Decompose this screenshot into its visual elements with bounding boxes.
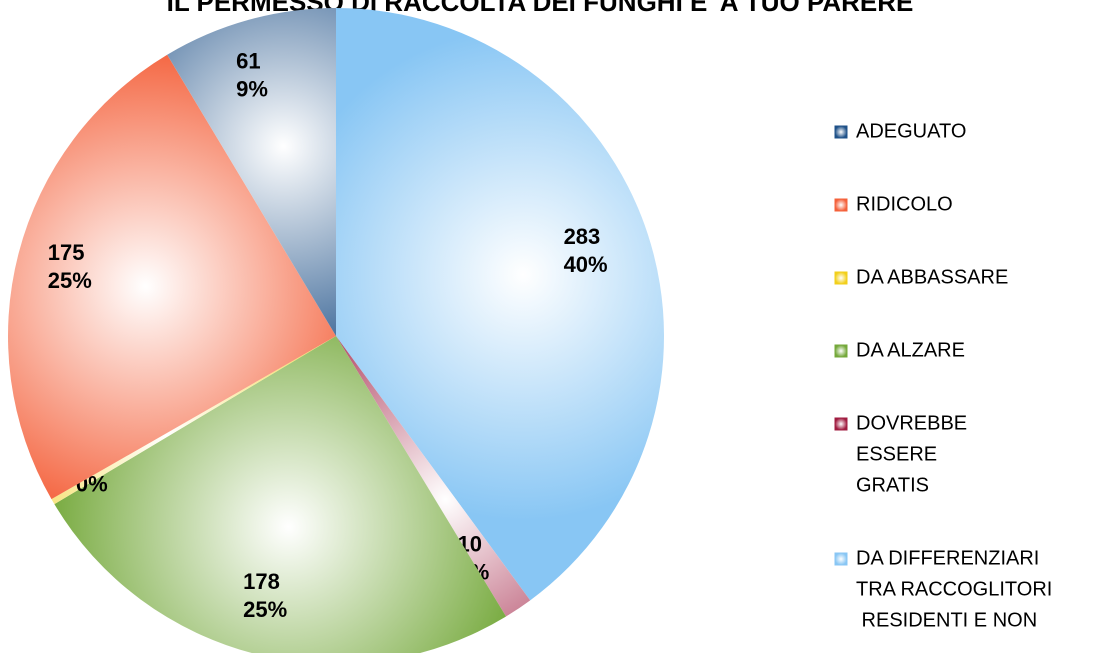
- legend-swatch: [834, 271, 848, 285]
- data-label: 283: [564, 224, 601, 249]
- legend-swatch: [834, 552, 848, 566]
- data-label: 175: [48, 240, 85, 265]
- data-label: 25%: [243, 597, 287, 622]
- data-label: 61: [236, 49, 260, 74]
- legend-swatch: [834, 125, 848, 139]
- legend-label: RIDICOLO: [856, 193, 953, 215]
- pie-slice: [336, 8, 664, 601]
- legend-label: ESSERE: [856, 443, 937, 465]
- legend-swatch: [834, 344, 848, 358]
- pie-slice: [54, 336, 507, 653]
- data-label: 25%: [48, 268, 92, 293]
- pie-slice: [167, 8, 336, 336]
- legend-label: DA ALZARE: [856, 339, 965, 361]
- legend-label: DA ABBASSARE: [856, 266, 1008, 288]
- legend-label: DA DIFFERENZIARI: [856, 547, 1039, 569]
- legend-label: ADEGUATO: [856, 120, 966, 142]
- data-label: 178: [243, 569, 280, 594]
- legend-swatch: [834, 198, 848, 212]
- legend-label: GRATIS: [856, 474, 929, 496]
- legend-label: DOVREBBE: [856, 412, 967, 434]
- data-label: 9%: [236, 77, 268, 102]
- pie-slice: [336, 336, 531, 617]
- pie-slice: [51, 336, 336, 505]
- legend-label: RESIDENTI E NON: [856, 609, 1037, 631]
- data-label: 40%: [564, 252, 608, 277]
- legend-swatch: [834, 417, 848, 431]
- pie-slice: [8, 54, 336, 500]
- legend-label: TRA RACCOGLITORI: [856, 578, 1052, 600]
